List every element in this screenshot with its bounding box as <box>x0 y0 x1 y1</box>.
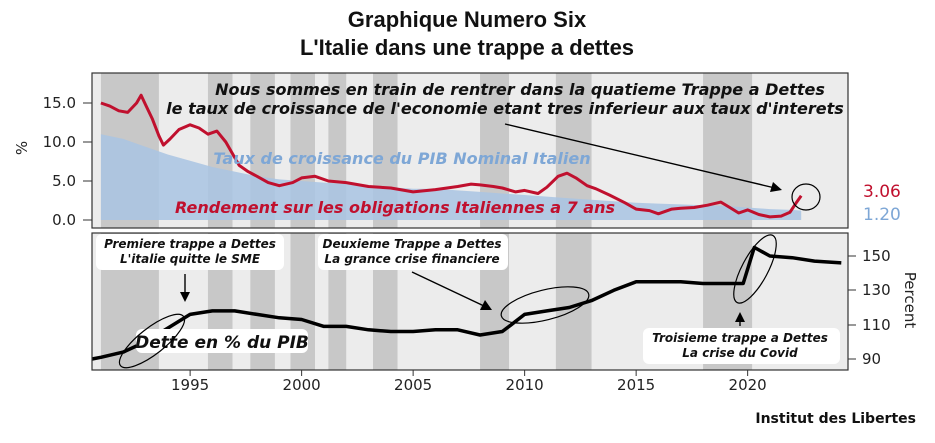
yield-last-value: 3.06 <box>863 182 901 202</box>
first-trap-ellipse <box>118 313 186 369</box>
pib-series-label: Taux de croissance du PIB Nominal Italie… <box>213 149 590 168</box>
bottom-y-label: Percent <box>901 272 919 329</box>
third-trap-box <box>643 328 840 364</box>
second-trap-arrow-head <box>480 300 492 310</box>
bond-yield-line <box>100 93 803 219</box>
top-y-axis: 15.0 10.0 5.0 0.0 % <box>13 94 92 229</box>
y-tick-15: 15.0 <box>43 94 76 112</box>
recent-yield-ellipse <box>791 183 821 211</box>
chart-subtitle: L'Italie dans une trappe a dettes <box>300 35 634 60</box>
third-trap-line2: La crise du Covid <box>682 346 798 360</box>
bottom-y-axis: 90 110 130 150 Percent <box>847 236 919 370</box>
debt-to-gdp-line <box>91 245 842 361</box>
x-tick-2005: 2005 <box>394 376 432 394</box>
x-tick-1995: 1995 <box>171 376 209 394</box>
x-axis: 1995 2000 2005 2010 2015 2020 <box>171 370 767 394</box>
yield-series-label: Rendement sur les obligations Italiennes… <box>175 198 615 217</box>
first-trap-box <box>96 234 284 270</box>
chart-title: Graphique Numero Six <box>348 7 587 32</box>
y-tick-130: 130 <box>862 281 891 299</box>
x-tick-2000: 2000 <box>283 376 321 394</box>
shaded-period <box>703 73 753 228</box>
y-tick-150: 150 <box>862 247 891 265</box>
second-trap-arrow <box>411 271 485 307</box>
second-trap-ellipse <box>500 286 590 324</box>
first-trap-line1: Premiere trappe a Dettes <box>104 237 276 251</box>
third-trap-arrow-head <box>735 312 745 322</box>
third-trap-ellipse <box>733 234 777 304</box>
top-y-label: % <box>13 141 31 155</box>
x-tick-2010: 2010 <box>506 376 544 394</box>
second-trap-line2: La grance crise financiere <box>324 252 499 266</box>
second-trap-box <box>318 234 508 270</box>
pib-growth-area <box>100 134 802 220</box>
first-trap-line2: L'italie quitte le SME <box>120 252 261 266</box>
pib-last-value: 1.20 <box>863 205 901 225</box>
trap-annotation-line1: Nous sommes en train de rentrer dans la … <box>215 80 825 99</box>
credit-text: Institut des Libertes <box>755 411 916 427</box>
x-tick-2020: 2020 <box>729 376 767 394</box>
top-panel-frame <box>91 72 849 229</box>
y-tick-5: 5.0 <box>52 172 76 190</box>
second-trap-line1: Deuxieme Trappe a Dettes <box>323 237 502 251</box>
y-tick-10: 10.0 <box>43 133 76 151</box>
debt-label-box <box>136 329 308 353</box>
debt-series-label: Dette en % du PIB <box>135 333 309 353</box>
y-tick-0: 0.0 <box>52 211 76 229</box>
first-trap-arrow-head <box>180 292 190 302</box>
y-tick-110: 110 <box>862 316 891 334</box>
y-tick-90: 90 <box>862 350 881 368</box>
third-trap-line1: Troisieme trappe a Dettes <box>652 331 828 345</box>
trap-arrow-head <box>770 182 782 192</box>
x-tick-2015: 2015 <box>617 376 655 394</box>
trap-annotation-line2: le taux de croissance de l'economie etan… <box>166 99 844 118</box>
trap-arrow <box>504 123 776 189</box>
